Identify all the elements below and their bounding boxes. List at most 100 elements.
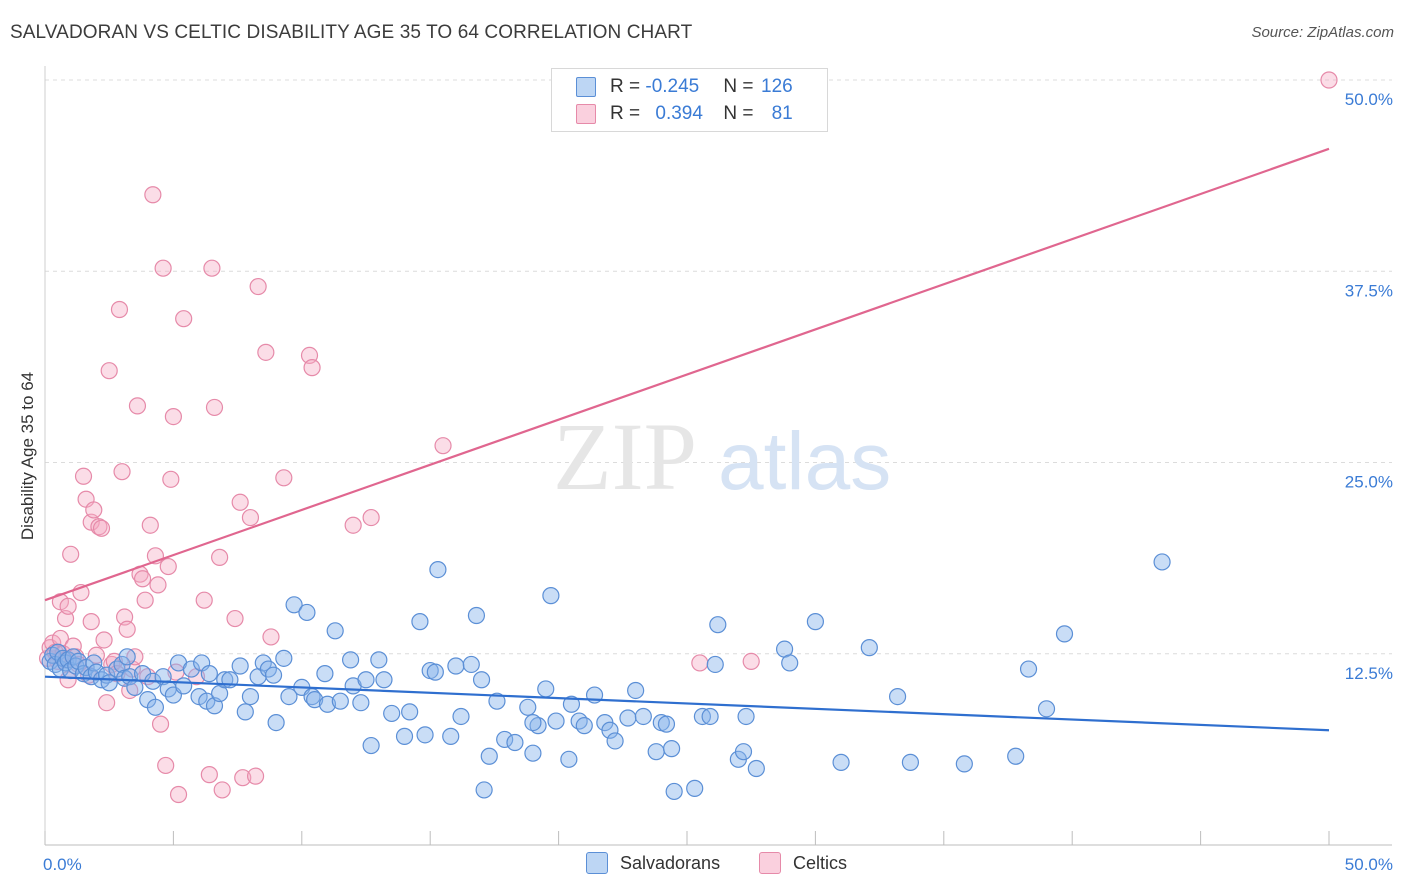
salvadorans-point [634,707,652,726]
salvadorans-point [236,703,254,721]
axes [44,66,1392,846]
legend-item-celtics[interactable]: Celtics [759,852,847,874]
salvadorans-point [747,759,765,778]
celtics-point [141,516,159,534]
legend-swatch-pink [576,104,596,124]
salvadorans-point [506,733,524,752]
salvadorans-point [316,665,334,683]
legend-r-label: R = [610,103,646,124]
y-tick-labels: 12.5% 25.0% 37.5% 50.0% [1345,90,1393,683]
celtics-point [362,508,380,527]
salvadorans-point [182,660,200,678]
legend-row-salvadorans: R = -0.245 N = 126 [576,75,793,99]
legend-r-label: R = [610,76,646,97]
salvadorans-point [737,707,755,726]
celtics-point [241,508,260,527]
salvadorans-point [619,709,637,727]
celtics-point [742,652,760,671]
salvadorans-point [341,651,360,669]
celtics-point [1320,71,1338,89]
salvadorans-point [467,606,486,625]
salvadorans-point [562,695,581,713]
salvadorans-point [326,622,344,640]
celtics-point [175,310,193,328]
salvadorans-label: Salvadorans [620,852,721,873]
salvadorans-point [264,666,283,684]
celtics-point [110,300,129,319]
celtics-point [226,609,244,628]
salvadorans-point [401,703,419,721]
salvadorans-point [411,613,429,631]
celtics-label: Celtics [793,852,848,873]
salvadorans-point [1019,660,1038,678]
celtics-point [74,467,93,485]
y-tick-label: 50.0% [1345,90,1393,109]
celtics-point [249,277,267,296]
legend-n-label: N = [723,76,759,97]
salvadorans-point [686,779,704,797]
salvadorans-point [306,691,324,709]
celtics-point [113,463,131,481]
legend-n-label: N = [723,103,759,124]
salvadorans-point [146,698,165,716]
celtics-point [82,613,100,631]
salvadorans-point [442,727,460,745]
celtics-point [344,516,362,534]
celtics-point [303,359,321,377]
celtics-point [157,756,175,775]
celtics-point [275,469,293,487]
y-tick-label: 37.5% [1345,281,1393,300]
salvadorans-point [426,663,444,681]
salvadorans-swatch [586,852,608,874]
celtics-point [62,545,80,563]
salvadorans-point [447,657,465,675]
celtics-point [151,715,170,733]
salvadorans-point [524,744,542,762]
salvadorans-point [375,671,393,689]
x-tick-label: 50.0% [1345,855,1393,874]
celtics-point [162,470,180,488]
salvadorans-point [524,713,542,732]
correlation-legend: R = -0.245 N = 126 R = 0.394 N = 81 [551,68,828,132]
salvadorans-point [318,695,337,713]
celtics-point [154,259,172,277]
salvadorans-point [709,616,727,634]
celtics-point [169,785,188,804]
celtics-point [133,570,152,588]
salvadorans-point [657,715,676,733]
celtics-point [92,519,111,537]
celtics-point [195,591,213,609]
salvadorans-point [267,713,285,732]
celtics-point [211,548,229,566]
grid-lines [45,79,1392,655]
celtics-point [213,781,231,799]
salvadorans-point [955,755,973,773]
celtics-points [38,71,1338,804]
celtics-point [85,501,103,519]
celtics-point [95,631,113,649]
celtics-point [205,398,224,417]
salvadorans-point [416,726,434,744]
salvadorans-point [706,655,724,674]
x-tick-label: 0.0% [43,855,82,874]
salvadorans-point [606,732,624,750]
salvadorans-point [275,649,293,667]
salvadorans-point [429,560,447,579]
salvadorans-point [542,587,560,605]
salvadorans-point [701,707,719,726]
salvadorans-point [1153,553,1171,571]
salvadorans-point [175,677,193,695]
salvadorans-point [888,687,907,706]
celtics-point [144,186,162,204]
salvadorans-point [362,736,380,755]
salvadorans-point [662,740,681,758]
legend-item-salvadorans[interactable]: Salvadorans [586,852,720,874]
legend-r-value: 0.394 [655,103,703,124]
salvadorans-point [529,717,547,735]
salvadorans-point [537,680,555,698]
chart-title: SALVADORAN VS CELTIC DISABILITY AGE 35 T… [10,22,693,43]
celtics-point [118,620,136,638]
salvadorans-point [480,747,498,765]
salvadorans-point [475,781,493,799]
salvadorans-point [496,730,514,749]
